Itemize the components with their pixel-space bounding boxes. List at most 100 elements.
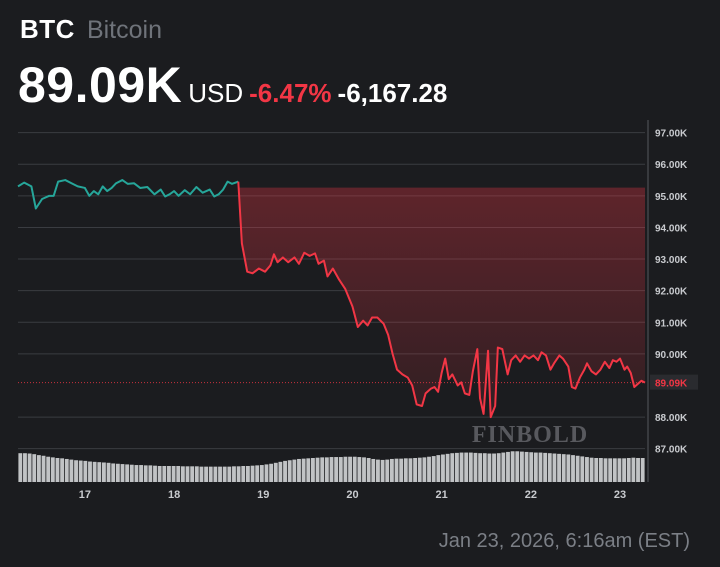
volume-bar [408, 458, 413, 482]
x-tick-label: 17 [79, 489, 91, 500]
volume-bar [343, 456, 348, 482]
volume-bar [218, 466, 222, 482]
volume-bar [83, 460, 88, 482]
volume-bar [92, 461, 97, 482]
volume-bar [162, 466, 167, 482]
volume-bar [64, 458, 69, 482]
volume-bar [529, 452, 534, 482]
price-chart[interactable]: 97.00K 96.00K 95.00K 94.00K 93.00K 92.00K 91.0… [0, 120, 720, 500]
y-tick-label: 94.00K [655, 223, 688, 234]
volume-bar [380, 459, 385, 482]
volume-bar [459, 452, 464, 482]
volume-bar [427, 456, 431, 482]
volume-bar [55, 458, 60, 482]
volume-bar [97, 462, 102, 482]
asset-name: Bitcoin [86, 16, 162, 44]
y-tick-label: 90.00K [655, 350, 688, 361]
volume-bar [506, 451, 510, 482]
volume-bar [115, 463, 120, 482]
volume-bar [594, 458, 599, 482]
volume-bar [255, 465, 260, 482]
volume-bar [111, 463, 116, 482]
volume-bar [640, 458, 645, 482]
y-tick-label: 93.00K [655, 255, 688, 266]
volume-bar [366, 458, 371, 482]
volume-bar [88, 461, 92, 482]
y-tick-label: 87.00K [655, 445, 688, 456]
volume-bar [236, 466, 241, 482]
volume-bar [636, 458, 640, 482]
volume-bar [338, 457, 343, 482]
volume-bar [436, 455, 441, 482]
volume-bar [278, 461, 283, 482]
volume-bar [557, 453, 561, 482]
volume-bar [46, 456, 51, 482]
volume-bar [134, 465, 139, 482]
volume-bar [208, 466, 213, 482]
volume-bar [204, 466, 209, 482]
volume-bar [287, 460, 292, 482]
volume-bar [320, 457, 325, 482]
volume-bar [403, 458, 408, 482]
volume-bar [352, 456, 357, 482]
volume-bar [306, 458, 311, 482]
volume-bar [50, 457, 55, 482]
volume-bar [171, 466, 176, 482]
volume-bar [232, 466, 236, 482]
volume-bar [450, 453, 455, 482]
volume-bar [259, 465, 264, 482]
finbold-watermark: FINBOLD [472, 422, 588, 448]
percent-change: -6.47% [249, 78, 332, 108]
volume-bar [27, 453, 32, 482]
y-tick-label: 91.00K [655, 318, 688, 329]
volume-bar [153, 465, 157, 482]
volume-bar [199, 466, 204, 482]
y-tick-label: 97.00K [655, 129, 688, 140]
volume-bar [524, 451, 529, 482]
volume-bar [603, 458, 608, 482]
volume-bar [417, 457, 422, 482]
volume-bar [376, 459, 380, 482]
volume-bar [32, 454, 37, 482]
volume-bar [69, 459, 74, 482]
volume-bar [515, 451, 520, 482]
volume-bar [445, 453, 450, 482]
volume-bar [585, 457, 589, 482]
x-tick-label: 22 [525, 489, 537, 500]
volume-bar [547, 453, 552, 482]
chart-timestamp: Jan 23, 2026, 6:16am (EST) [438, 530, 690, 552]
volume-bar [622, 458, 627, 482]
volume-bar [520, 451, 524, 482]
volume-bar [626, 458, 631, 482]
volume-bar [18, 453, 23, 482]
volume-bar [468, 452, 473, 482]
currency-label: USD [188, 78, 244, 108]
volume-bar [106, 462, 111, 482]
volume-bar [157, 466, 162, 482]
volume-bar [74, 460, 78, 482]
volume-bar [478, 453, 483, 482]
volume-bar [598, 458, 603, 482]
x-tick-label: 18 [168, 489, 180, 500]
volume-bar [464, 452, 469, 482]
volume-bar [543, 452, 548, 482]
volume-bar [329, 457, 334, 482]
y-tick-label-current: 89.09K [655, 379, 688, 390]
volume-bar [617, 458, 622, 482]
volume-bar [552, 453, 557, 482]
volume-bar [283, 460, 287, 482]
volume-bar [348, 456, 352, 482]
volume-bar [496, 453, 501, 482]
volume-bar [566, 454, 571, 482]
x-tick-label: 23 [614, 489, 626, 500]
volume-bar [608, 458, 613, 482]
volume-bar [487, 453, 492, 482]
volume-bar [23, 453, 27, 482]
volume-bar [389, 458, 394, 482]
price-line-up [17, 179, 239, 210]
volume-bar [311, 458, 315, 482]
volume-bar [510, 451, 515, 482]
volume-bar [580, 456, 585, 482]
volume-bar [297, 458, 301, 482]
volume-bar [492, 453, 496, 482]
